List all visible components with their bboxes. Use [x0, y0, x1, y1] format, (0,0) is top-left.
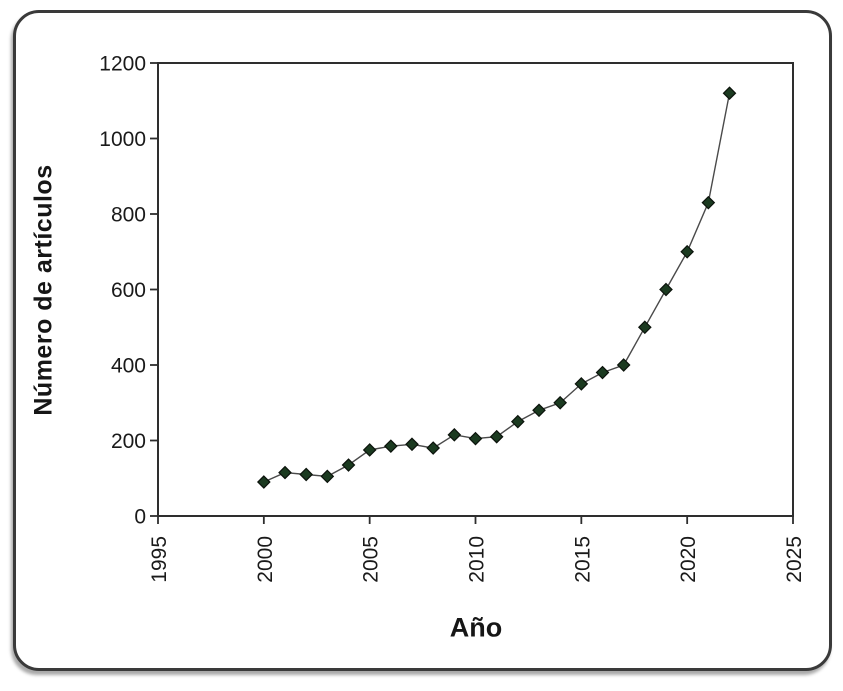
y-tick-label: 800 — [111, 204, 146, 227]
data-point — [278, 465, 292, 480]
data-point — [595, 365, 610, 380]
y-tick-label: 600 — [111, 279, 146, 302]
x-tick-label: 2005 — [360, 536, 383, 583]
x-tick-label: 2025 — [783, 536, 806, 583]
figure-frame — [13, 10, 832, 671]
y-tick-label: 1000 — [99, 128, 146, 151]
data-point — [299, 467, 314, 482]
data-point — [510, 414, 525, 429]
data-point — [383, 439, 398, 454]
x-tick-label: 2020 — [677, 536, 700, 583]
plot-border — [157, 62, 794, 517]
data-point — [362, 443, 377, 457]
data-point — [320, 469, 335, 484]
data-point — [447, 427, 462, 442]
data-point — [256, 475, 271, 489]
y-axis-title: Número de artículos — [29, 164, 58, 416]
series-line — [263, 93, 731, 483]
data-point — [553, 395, 568, 410]
data-point — [574, 377, 589, 391]
data-point — [659, 282, 673, 297]
data-point — [489, 429, 504, 444]
data-point — [468, 431, 483, 446]
x-tick-label: 1995 — [148, 536, 171, 583]
y-tick-label: 200 — [111, 430, 146, 453]
data-point — [616, 358, 631, 372]
y-tick-label: 0 — [134, 506, 146, 529]
data-point — [722, 86, 737, 101]
data-point — [701, 195, 716, 210]
data-point — [426, 441, 441, 455]
x-tick-label: 2010 — [466, 536, 489, 583]
data-point — [341, 458, 356, 472]
y-tick-label: 400 — [111, 355, 146, 378]
x-tick-label: 2015 — [571, 536, 594, 583]
data-point — [680, 244, 695, 259]
y-tick-label: 1200 — [99, 53, 146, 76]
x-axis-title: Año — [449, 612, 503, 643]
data-point — [405, 437, 419, 452]
data-point — [637, 320, 652, 335]
data-point — [532, 403, 546, 418]
x-tick-label: 2000 — [254, 536, 277, 583]
